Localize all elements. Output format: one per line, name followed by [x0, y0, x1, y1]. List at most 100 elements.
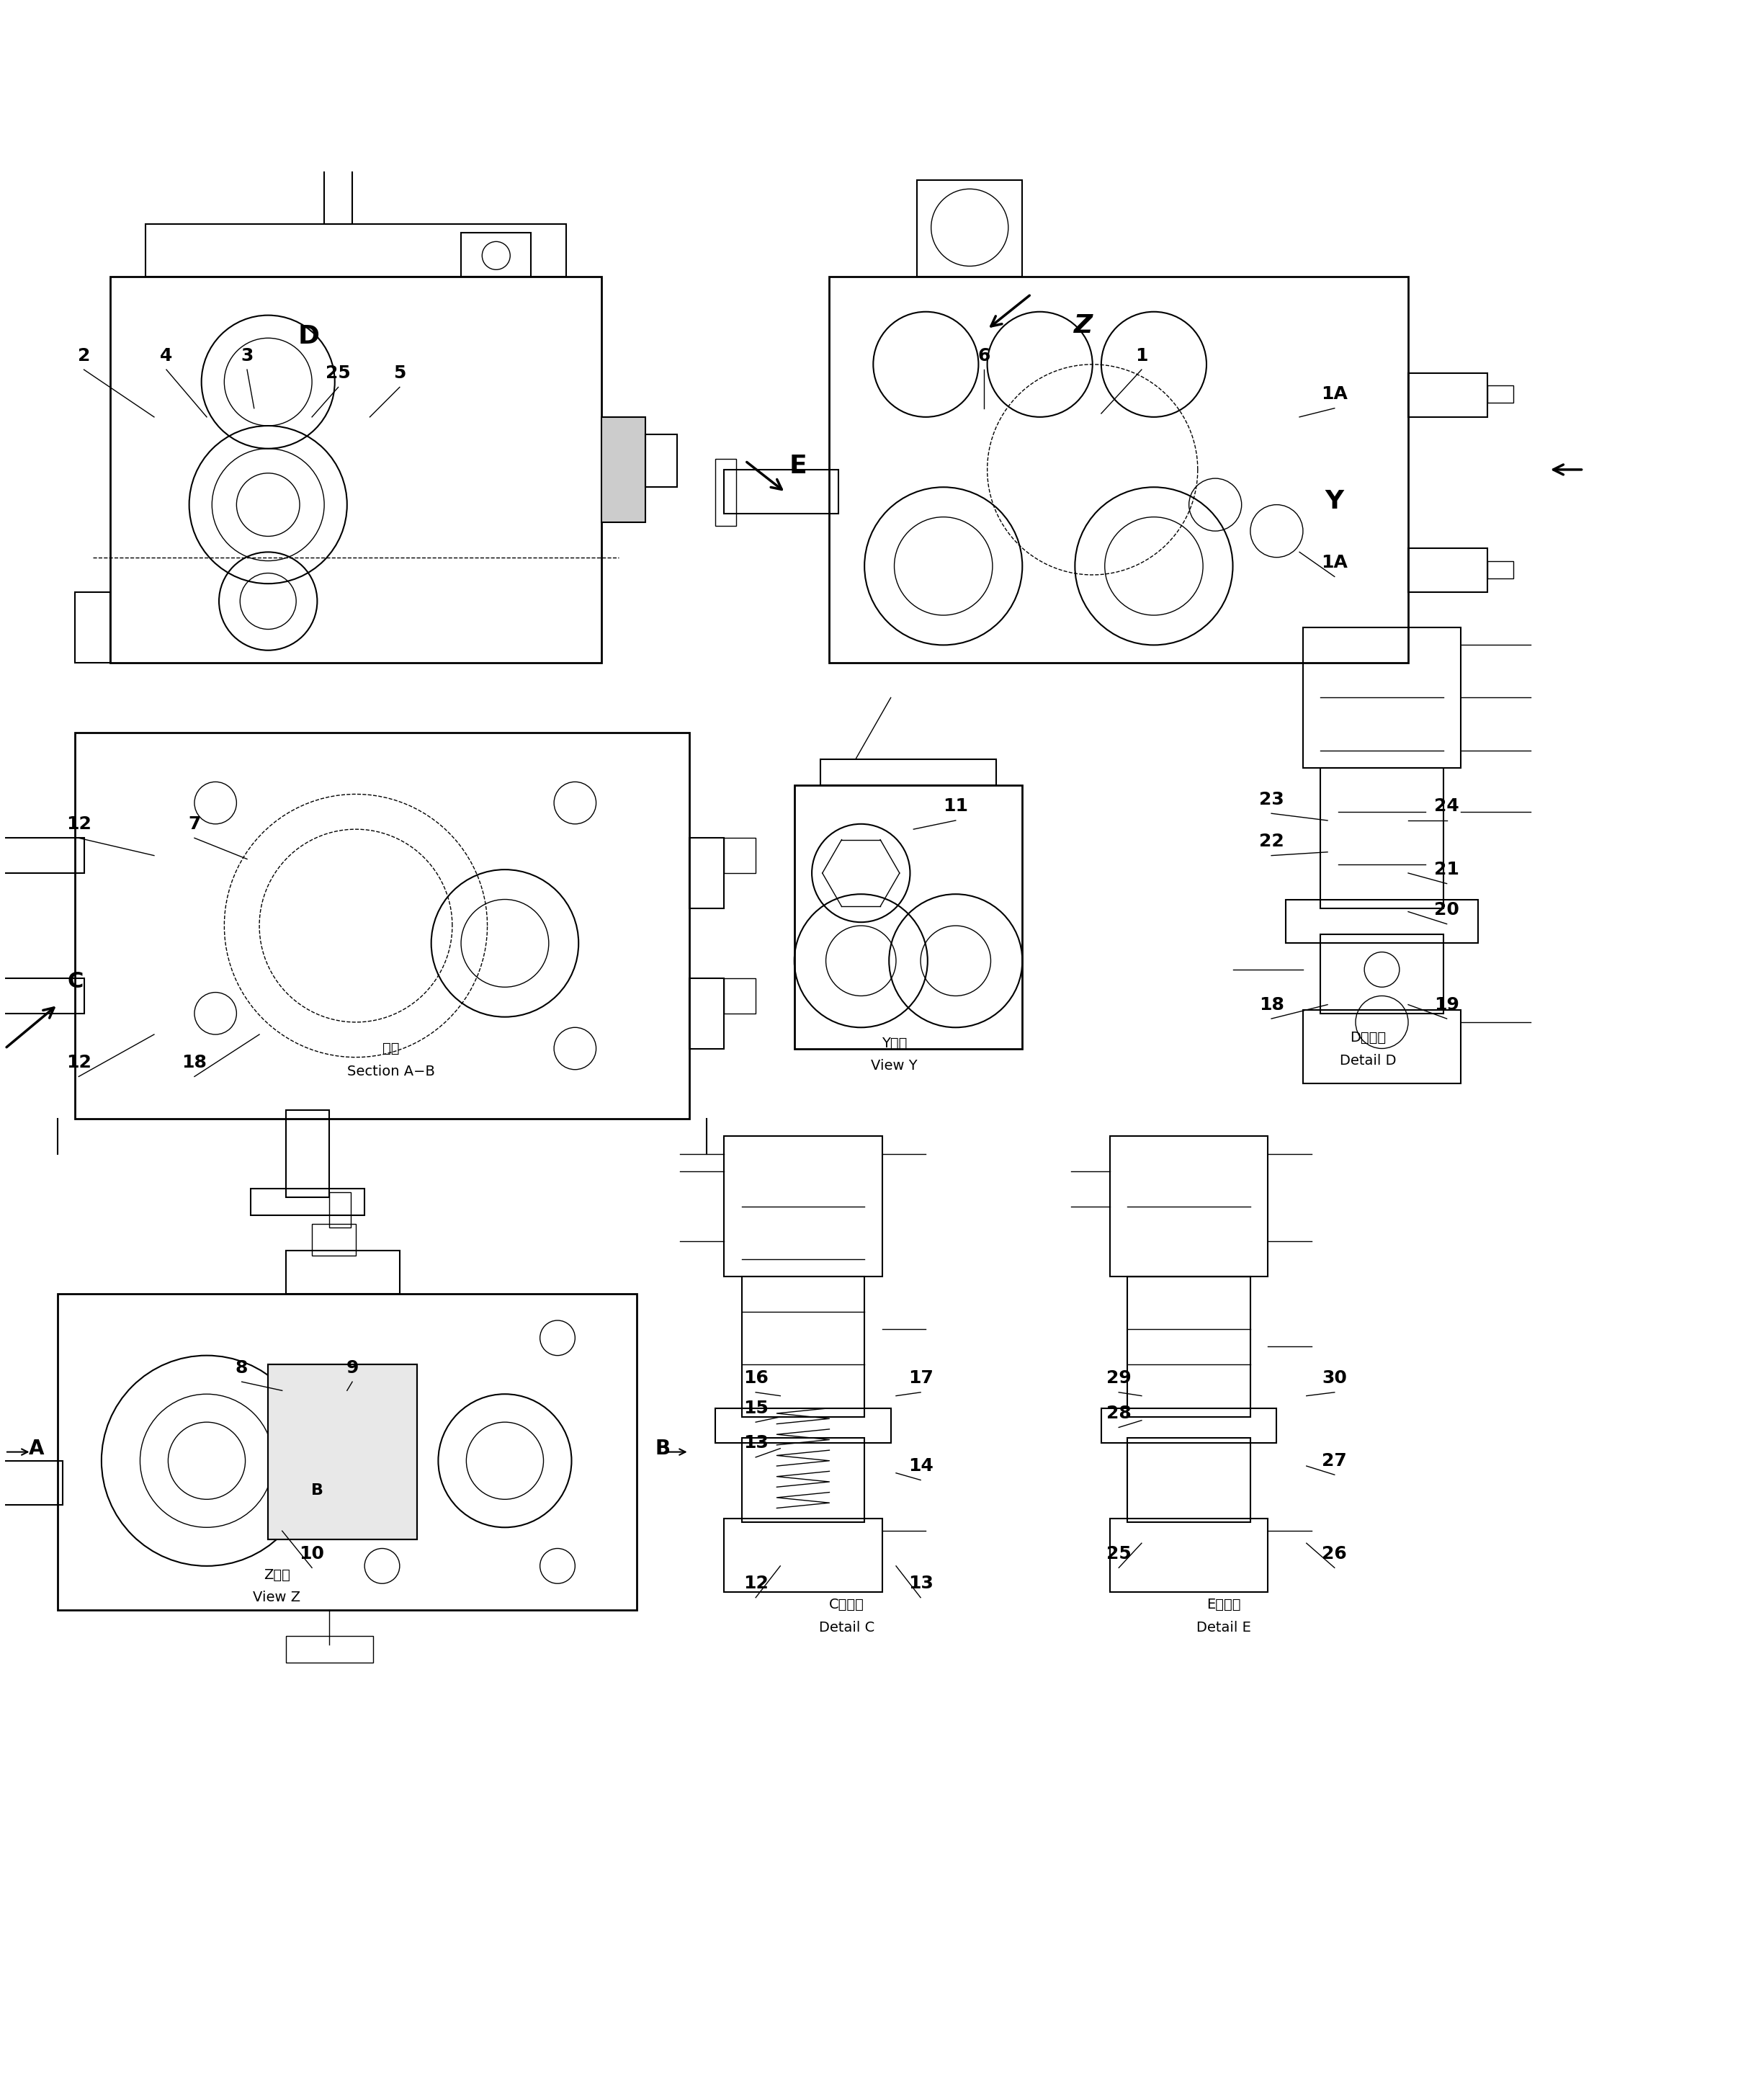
Bar	[286, 1636, 374, 1663]
Bar	[741, 1439, 864, 1522]
Bar	[725, 839, 755, 872]
Text: 12: 12	[743, 1575, 769, 1592]
Bar	[725, 1518, 882, 1592]
Text: 3: 3	[242, 346, 254, 365]
Text: C　詳細: C 詳細	[829, 1598, 864, 1610]
Text: Detail C: Detail C	[818, 1621, 875, 1634]
Text: 20: 20	[1434, 902, 1459, 918]
Text: 7: 7	[189, 816, 201, 833]
Text: View Z: View Z	[252, 1592, 300, 1604]
Text: B: B	[654, 1439, 670, 1460]
Text: Section A−B: Section A−B	[348, 1065, 434, 1078]
Text: 4: 4	[161, 346, 173, 365]
Text: Z　視: Z 視	[263, 1569, 289, 1581]
Bar	[268, 1365, 418, 1539]
Text: 断面: 断面	[383, 1042, 399, 1055]
Bar	[268, 1365, 418, 1539]
Text: 24: 24	[1434, 797, 1459, 816]
Bar	[1487, 560, 1514, 579]
Bar	[0, 839, 85, 872]
Text: B: B	[310, 1483, 323, 1497]
Bar	[58, 1294, 637, 1610]
Text: 13: 13	[743, 1434, 769, 1451]
Bar	[1304, 1011, 1461, 1084]
Text: Detail D: Detail D	[1339, 1055, 1395, 1067]
Text: 25: 25	[1106, 1545, 1131, 1562]
Bar	[725, 979, 755, 1013]
Text: Y　視: Y 視	[882, 1036, 907, 1051]
Text: Z: Z	[1074, 315, 1094, 338]
Bar	[716, 459, 736, 526]
Text: 27: 27	[1321, 1451, 1348, 1470]
Text: 1: 1	[1136, 346, 1148, 365]
Bar	[820, 759, 997, 786]
Bar	[646, 434, 677, 487]
Bar	[76, 593, 109, 663]
Text: 25: 25	[326, 365, 351, 382]
Bar	[690, 839, 725, 908]
Bar	[314, 115, 363, 136]
Text: View Y: View Y	[871, 1059, 917, 1074]
Text: A: A	[28, 1439, 44, 1460]
Text: 2: 2	[78, 346, 90, 365]
Bar	[1286, 900, 1478, 944]
Text: 9: 9	[346, 1359, 358, 1376]
Bar	[145, 224, 566, 277]
Text: 1A: 1A	[1321, 386, 1348, 403]
Bar	[1101, 1407, 1277, 1443]
Bar	[330, 1193, 351, 1227]
Text: 1A: 1A	[1321, 554, 1348, 570]
Bar	[725, 1137, 882, 1277]
Bar	[325, 120, 353, 224]
Text: 18: 18	[1259, 996, 1284, 1013]
Bar	[741, 1277, 864, 1418]
Text: 8: 8	[236, 1359, 249, 1376]
Text: 13: 13	[908, 1575, 933, 1592]
Bar	[725, 470, 838, 514]
Text: 17: 17	[908, 1369, 933, 1386]
Text: 23: 23	[1259, 791, 1284, 807]
Bar	[917, 180, 1023, 277]
Text: 12: 12	[65, 816, 92, 833]
Text: 18: 18	[182, 1055, 206, 1072]
Text: 15: 15	[743, 1399, 769, 1418]
Bar	[829, 277, 1408, 663]
Text: C: C	[67, 971, 83, 992]
Bar	[1127, 1277, 1251, 1418]
Text: Detail E: Detail E	[1196, 1621, 1251, 1634]
Bar	[286, 1109, 330, 1197]
Bar	[1127, 1439, 1251, 1522]
Bar	[602, 417, 646, 522]
Text: 28: 28	[1106, 1405, 1131, 1422]
Text: 22: 22	[1259, 833, 1284, 849]
Text: 14: 14	[908, 1457, 933, 1474]
Bar	[109, 277, 602, 663]
Bar	[1321, 935, 1443, 1013]
Text: E　詳細: E 詳細	[1207, 1598, 1242, 1610]
Bar	[794, 786, 1023, 1048]
Bar	[0, 979, 85, 1013]
Bar	[1110, 1137, 1268, 1277]
Bar	[1304, 627, 1461, 768]
Text: 5: 5	[393, 365, 406, 382]
Text: 30: 30	[1321, 1369, 1348, 1386]
Bar	[716, 1407, 891, 1443]
Text: 12: 12	[65, 1055, 92, 1072]
Bar	[1408, 373, 1487, 417]
Bar	[312, 1225, 356, 1256]
Bar	[1408, 549, 1487, 593]
Text: 10: 10	[300, 1545, 325, 1562]
Bar	[460, 233, 531, 277]
Bar	[1487, 386, 1514, 403]
Text: E: E	[789, 453, 806, 478]
Text: 26: 26	[1321, 1545, 1348, 1562]
Bar	[690, 979, 725, 1048]
Bar	[1321, 768, 1443, 908]
Text: D: D	[298, 325, 319, 348]
Text: D　詳細: D 詳細	[1349, 1032, 1387, 1044]
Text: 29: 29	[1106, 1369, 1131, 1386]
Bar	[76, 732, 690, 1118]
Text: 19: 19	[1434, 996, 1459, 1013]
Bar	[286, 1250, 400, 1294]
Bar	[250, 1189, 365, 1214]
